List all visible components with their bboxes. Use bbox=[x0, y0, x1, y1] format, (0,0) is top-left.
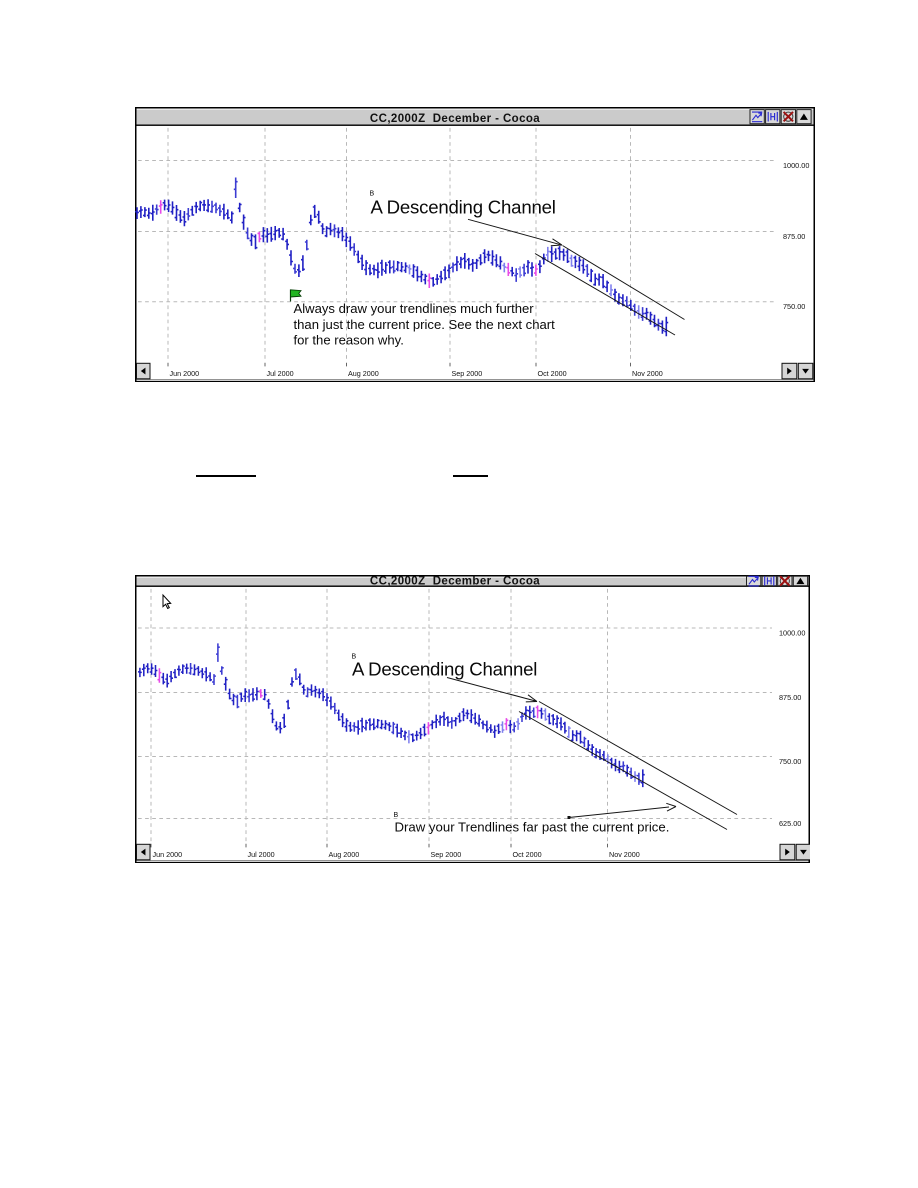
svg-text:1000.00: 1000.00 bbox=[783, 160, 809, 169]
svg-text:Always draw your trendlines mu: Always draw your trendlines much further bbox=[294, 301, 535, 316]
svg-text:Sep 2000: Sep 2000 bbox=[431, 850, 462, 859]
svg-text:Jul 2000: Jul 2000 bbox=[248, 850, 275, 859]
svg-text:Jul 2000: Jul 2000 bbox=[267, 369, 294, 378]
svg-text:875.00: 875.00 bbox=[783, 231, 805, 240]
svg-text:625.00: 625.00 bbox=[779, 818, 801, 827]
svg-text:Oct 2000: Oct 2000 bbox=[513, 850, 542, 859]
svg-text:A Descending Channel: A Descending Channel bbox=[352, 658, 537, 679]
svg-text:Nov 2000: Nov 2000 bbox=[632, 369, 663, 378]
svg-text:Aug 2000: Aug 2000 bbox=[329, 850, 360, 859]
svg-text:Jun 2000: Jun 2000 bbox=[153, 850, 183, 859]
svg-text:750.00: 750.00 bbox=[783, 302, 805, 311]
svg-text:Nov 2000: Nov 2000 bbox=[609, 850, 640, 859]
svg-text:875.00: 875.00 bbox=[779, 692, 801, 701]
svg-text:Oct 2000: Oct 2000 bbox=[538, 369, 567, 378]
svg-text:CC,2000Z December - Cocoa: CC,2000Z December - Cocoa bbox=[370, 575, 540, 587]
svg-text:for the reason why.: for the reason why. bbox=[294, 332, 404, 347]
svg-text:Jun 2000: Jun 2000 bbox=[170, 369, 200, 378]
svg-text:Aug 2000: Aug 2000 bbox=[348, 369, 379, 378]
svg-text:Sep 2000: Sep 2000 bbox=[452, 369, 483, 378]
svg-text:Draw your Trendlines far past: Draw your Trendlines far past the curren… bbox=[395, 819, 670, 834]
svg-text:750.00: 750.00 bbox=[779, 756, 801, 765]
svg-text:B: B bbox=[370, 190, 375, 197]
svg-text:A Descending Channel: A Descending Channel bbox=[371, 196, 556, 217]
svg-text:than just the current price. S: than just the current price. See the nex… bbox=[294, 316, 556, 331]
svg-text:B: B bbox=[352, 653, 357, 660]
svg-text:B: B bbox=[394, 812, 399, 819]
svg-text:1000.00: 1000.00 bbox=[779, 628, 805, 637]
svg-text:CC,2000Z December - Cocoa: CC,2000Z December - Cocoa bbox=[370, 113, 540, 125]
